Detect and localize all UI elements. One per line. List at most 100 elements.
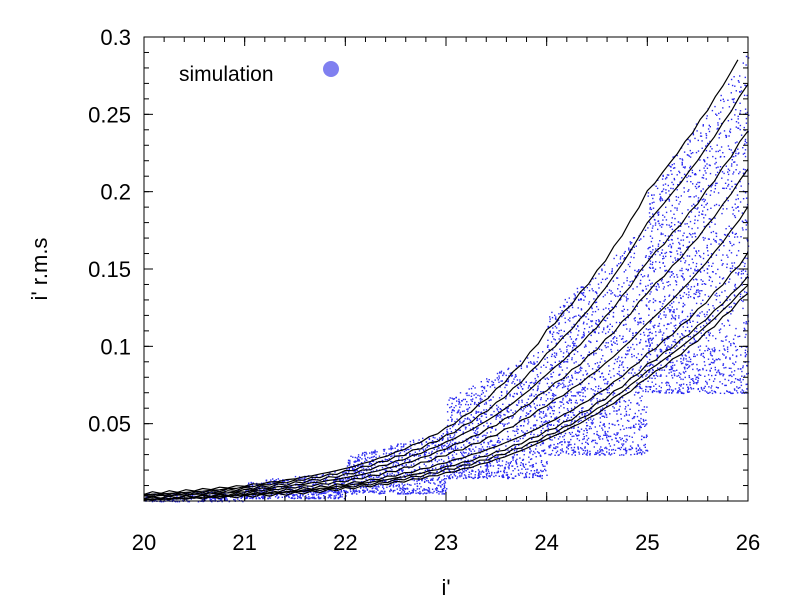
scatter-point [441, 452, 443, 454]
scatter-point [615, 410, 617, 412]
scatter-point [599, 399, 601, 401]
scatter-point [712, 262, 714, 265]
scatter-point [723, 172, 725, 175]
scatter-point [633, 432, 636, 434]
scatter-point [503, 413, 505, 416]
scatter-point [612, 315, 614, 318]
scatter-point [640, 438, 643, 441]
scatter-point [346, 491, 349, 493]
scatter-point [624, 257, 626, 259]
scatter-point [519, 360, 522, 362]
scatter-point [693, 296, 695, 299]
scatter-point [264, 486, 266, 489]
scatter-point [624, 319, 627, 321]
scatter-point [409, 443, 412, 446]
scatter-point [499, 414, 501, 416]
scatter-point [463, 410, 465, 412]
scatter-point [396, 450, 399, 452]
scatter-point [553, 355, 556, 357]
scatter-point [274, 496, 277, 498]
scatter-point [507, 462, 509, 464]
scatter-point [630, 448, 632, 451]
scatter-point [313, 496, 315, 498]
scatter-point [597, 452, 599, 454]
scatter-point [595, 386, 597, 388]
scatter-point [364, 474, 366, 476]
scatter-point [323, 491, 325, 493]
scatter-point [737, 274, 739, 276]
scatter-point [618, 366, 620, 369]
scatter-point [734, 150, 737, 152]
scatter-point [455, 405, 457, 407]
scatter-point [713, 238, 715, 241]
scatter-point [480, 473, 482, 475]
scatter-point [460, 465, 462, 467]
scatter-point [435, 444, 437, 447]
scatter-point [555, 446, 557, 448]
scatter-point [417, 492, 419, 494]
scatter-point [411, 478, 413, 481]
scatter-point [641, 395, 643, 397]
scatter-point [577, 426, 579, 428]
scatter-point [563, 434, 566, 437]
scatter-point [638, 429, 641, 431]
scatter-point [695, 173, 697, 176]
scatter-point [709, 332, 711, 334]
scatter-point [594, 378, 596, 381]
scatter-point [510, 375, 513, 377]
scatter-point [450, 462, 452, 464]
scatter-point [567, 409, 569, 412]
scatter-point [646, 406, 648, 408]
scatter-point [348, 477, 350, 479]
scatter-point [739, 180, 741, 183]
scatter-point [353, 471, 355, 473]
scatter-point [695, 151, 698, 154]
scatter-point [708, 130, 711, 133]
scatter-point [334, 496, 337, 498]
scatter-point [478, 476, 481, 478]
scatter-point [568, 432, 571, 434]
scatter-point [632, 332, 634, 334]
scatter-point [548, 453, 550, 456]
scatter-point [441, 493, 443, 495]
scatter-point [314, 478, 316, 480]
scatter-point [551, 364, 553, 367]
scatter-point [702, 236, 704, 239]
scatter-point [594, 330, 596, 333]
scatter-point [360, 471, 363, 473]
scatter-point [737, 118, 739, 120]
scatter-point [670, 245, 673, 247]
scatter-point [613, 407, 615, 409]
scatter-point [675, 281, 678, 283]
scatter-point [384, 469, 386, 471]
scatter-point [486, 446, 489, 448]
scatter-point [669, 226, 671, 228]
scatter-point [668, 369, 671, 371]
scatter-point [553, 424, 555, 426]
scatter-point [583, 378, 586, 380]
scatter-point [512, 457, 514, 459]
scatter-point [454, 429, 457, 431]
scatter-point [475, 454, 477, 457]
scatter-point [429, 482, 432, 484]
scatter-point [617, 295, 619, 298]
scatter-point [473, 394, 475, 396]
scatter-point [604, 278, 607, 281]
scatter-point [439, 491, 441, 493]
scatter-point [312, 496, 314, 498]
scatter-point [339, 495, 341, 498]
scatter-point [619, 454, 621, 456]
scatter-point [585, 422, 588, 424]
scatter-point [606, 439, 609, 441]
scatter-point [197, 501, 200, 503]
scatter-point [607, 430, 609, 433]
scatter-point [577, 421, 579, 423]
scatter-point [646, 345, 649, 347]
scatter-point [547, 424, 549, 426]
scatter-point [593, 354, 595, 356]
scatter-point [578, 298, 580, 301]
scatter-point [485, 453, 487, 455]
scatter-point [745, 64, 747, 66]
scatter-point [347, 478, 349, 480]
scatter-point [567, 344, 569, 347]
